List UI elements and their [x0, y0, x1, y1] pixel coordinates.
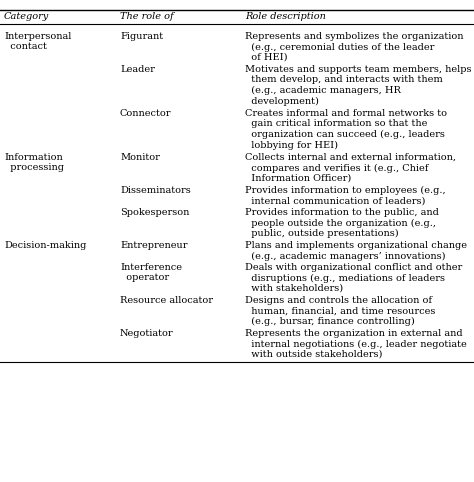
Text: Interpersonal
  contact: Interpersonal contact [4, 32, 72, 52]
Text: Disseminators: Disseminators [120, 186, 191, 195]
Text: Represents and symbolizes the organization
  (e.g., ceremonial duties of the lea: Represents and symbolizes the organizati… [245, 32, 464, 62]
Text: Role description: Role description [245, 12, 326, 21]
Text: Resource allocator: Resource allocator [120, 296, 213, 305]
Text: Figurant: Figurant [120, 32, 163, 41]
Text: Negotiator: Negotiator [120, 329, 173, 338]
Text: Decision-making: Decision-making [4, 241, 86, 250]
Text: Deals with organizational conflict and other
  disruptions (e.g., mediations of : Deals with organizational conflict and o… [245, 263, 462, 293]
Text: Provides information to employees (e.g.,
  internal communication of leaders): Provides information to employees (e.g.,… [245, 186, 446, 205]
Text: Entrepreneur: Entrepreneur [120, 241, 188, 250]
Text: Creates informal and formal networks to
  gain critical information so that the
: Creates informal and formal networks to … [245, 109, 447, 149]
Text: Represents the organization in external and
  internal negotiations (e.g., leade: Represents the organization in external … [245, 329, 467, 359]
Text: Monitor: Monitor [120, 153, 160, 162]
Text: Interference
  operator: Interference operator [120, 263, 182, 282]
Text: Leader: Leader [120, 65, 155, 74]
Text: Connector: Connector [120, 109, 172, 118]
Text: Motivates and supports team members, helps
  them develop, and interacts with th: Motivates and supports team members, hel… [245, 65, 472, 106]
Text: Designs and controls the allocation of
  human, financial, and time resources
  : Designs and controls the allocation of h… [245, 296, 436, 326]
Text: Provides information to the public, and
  people outside the organization (e.g.,: Provides information to the public, and … [245, 208, 439, 238]
Text: Spokesperson: Spokesperson [120, 208, 190, 217]
Text: Plans and implements organizational change
  (e.g., academic managers’ innovatio: Plans and implements organizational chan… [245, 241, 467, 261]
Text: Category: Category [4, 12, 49, 21]
Text: The role of: The role of [120, 12, 173, 21]
Text: Information
  processing: Information processing [4, 153, 64, 173]
Text: Collects internal and external information,
  compares and verifies it (e.g., Ch: Collects internal and external informati… [245, 153, 456, 183]
